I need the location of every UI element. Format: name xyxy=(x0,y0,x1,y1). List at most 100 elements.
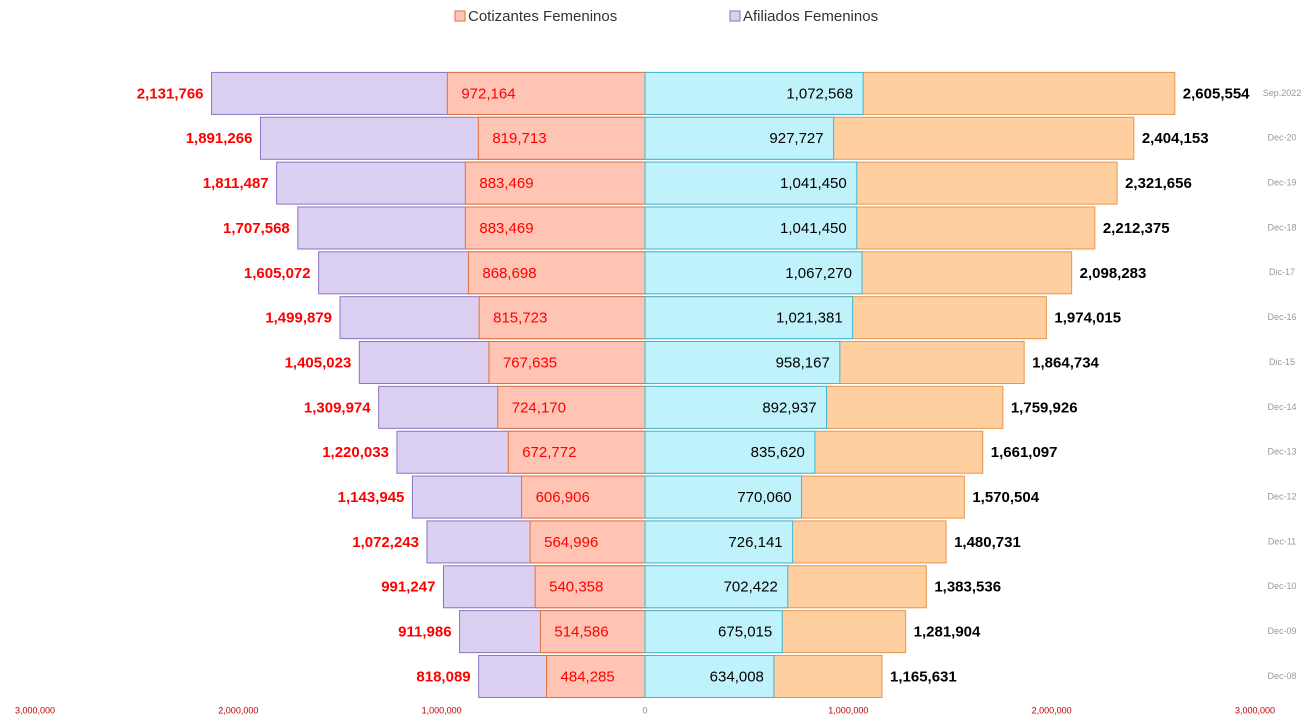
x-tick-label: 2,000,000 xyxy=(1032,705,1072,715)
data-label: 1,605,072 xyxy=(244,265,311,282)
data-label: 726,141 xyxy=(728,534,782,551)
bar xyxy=(644,116,835,160)
bar xyxy=(464,206,646,250)
data-label: 1,383,536 xyxy=(934,579,1001,596)
data-label: 1,143,945 xyxy=(338,489,405,506)
data-label: 1,891,266 xyxy=(186,130,253,147)
data-label: 606,906 xyxy=(536,489,590,506)
data-label: 1,405,023 xyxy=(285,354,352,371)
data-label: 770,060 xyxy=(737,489,791,506)
data-label: 818,089 xyxy=(416,668,470,685)
legend-swatch xyxy=(729,10,741,22)
bar xyxy=(507,430,646,474)
data-label: 819,713 xyxy=(492,130,546,147)
data-label: 991,247 xyxy=(381,579,435,596)
bar xyxy=(644,161,858,205)
bar xyxy=(644,610,783,654)
bar xyxy=(446,71,646,115)
data-label: 702,422 xyxy=(724,579,778,596)
data-label: 1,072,568 xyxy=(786,85,853,102)
data-label: 1,811,487 xyxy=(203,175,269,192)
data-label: 2,321,656 xyxy=(1125,175,1192,192)
data-label: 1,759,926 xyxy=(1011,399,1078,416)
data-label: 1,864,734 xyxy=(1032,354,1099,371)
data-label: 1,499,879 xyxy=(265,310,332,327)
bar xyxy=(644,251,863,295)
category-label: Dec-11 xyxy=(1268,536,1296,546)
data-label: 2,131,766 xyxy=(137,85,204,102)
data-label: 1,570,504 xyxy=(972,489,1039,506)
data-label: 2,404,153 xyxy=(1142,130,1209,147)
x-tick-label: 2,000,000 xyxy=(218,705,258,715)
bar xyxy=(644,565,789,609)
bar xyxy=(644,520,794,564)
data-label: 911,986 xyxy=(398,624,451,641)
category-label: Dec-10 xyxy=(1267,581,1296,591)
data-label: 2,605,554 xyxy=(1183,85,1250,102)
data-label: 675,015 xyxy=(718,624,772,641)
data-label: 1,480,731 xyxy=(954,534,1021,551)
data-label: 1,707,568 xyxy=(223,220,290,237)
bar xyxy=(477,116,646,160)
data-label: 1,220,033 xyxy=(322,444,389,461)
category-label: Dic-17 xyxy=(1269,267,1295,277)
category-label: Dic-15 xyxy=(1269,357,1295,367)
data-label: 2,212,375 xyxy=(1103,220,1170,237)
x-tick-label: 1,000,000 xyxy=(422,705,462,715)
category-label: Dec-18 xyxy=(1267,222,1296,232)
data-label: 634,008 xyxy=(710,668,764,685)
data-label: 1,165,631 xyxy=(890,668,957,685)
category-label: Dec-08 xyxy=(1267,671,1296,681)
bar xyxy=(644,385,828,429)
category-label: Dec-09 xyxy=(1267,626,1296,636)
data-label: 892,937 xyxy=(762,399,816,416)
bar xyxy=(478,296,646,340)
data-label: 724,170 xyxy=(512,399,566,416)
bar xyxy=(534,565,646,609)
x-tick-label: 3,000,000 xyxy=(1235,705,1275,715)
bar xyxy=(644,71,864,115)
legend-label: Afiliados Femeninos xyxy=(743,8,878,25)
bar xyxy=(644,475,803,519)
data-label: 958,167 xyxy=(776,354,830,371)
data-label: 883,469 xyxy=(479,175,533,192)
bar xyxy=(521,475,646,519)
bar xyxy=(644,341,841,385)
x-tick-label: 3,000,000 xyxy=(15,705,55,715)
bar xyxy=(644,430,816,474)
category-label: Dec-20 xyxy=(1267,133,1296,143)
data-label: 2,098,283 xyxy=(1080,265,1147,282)
x-tick-label: 1,000,000 xyxy=(828,705,868,715)
data-label: 815,723 xyxy=(493,310,547,327)
data-label: 1,661,097 xyxy=(991,444,1058,461)
category-label: Dec-13 xyxy=(1267,447,1296,457)
legend-swatch xyxy=(454,10,466,22)
legend-label: Cotizantes Femeninos xyxy=(468,8,617,25)
data-label: 1,041,450 xyxy=(780,220,847,237)
category-label: Dec-14 xyxy=(1267,402,1296,412)
data-label: 1,072,243 xyxy=(352,534,419,551)
category-label: Dec-12 xyxy=(1267,491,1296,501)
data-label: 927,727 xyxy=(769,130,823,147)
bar xyxy=(467,251,646,295)
data-label: 1,041,450 xyxy=(780,175,847,192)
data-label: 835,620 xyxy=(751,444,805,461)
data-label: 868,698 xyxy=(482,265,536,282)
category-label: Sep.2022 xyxy=(1263,88,1302,98)
data-label: 564,996 xyxy=(544,534,598,551)
bar xyxy=(529,520,646,564)
bar xyxy=(464,161,646,205)
bar xyxy=(644,654,775,698)
data-label: 1,309,974 xyxy=(304,399,371,416)
data-label: 767,635 xyxy=(503,354,557,371)
data-label: 1,974,015 xyxy=(1054,310,1121,327)
data-label: 672,772 xyxy=(522,444,576,461)
data-label: 1,281,904 xyxy=(914,624,981,641)
data-label: 1,067,270 xyxy=(785,265,852,282)
bar xyxy=(644,206,858,250)
category-label: Dec-19 xyxy=(1267,178,1296,188)
data-label: 883,469 xyxy=(479,220,533,237)
data-label: 540,358 xyxy=(549,579,603,596)
data-label: 1,021,381 xyxy=(776,310,843,327)
